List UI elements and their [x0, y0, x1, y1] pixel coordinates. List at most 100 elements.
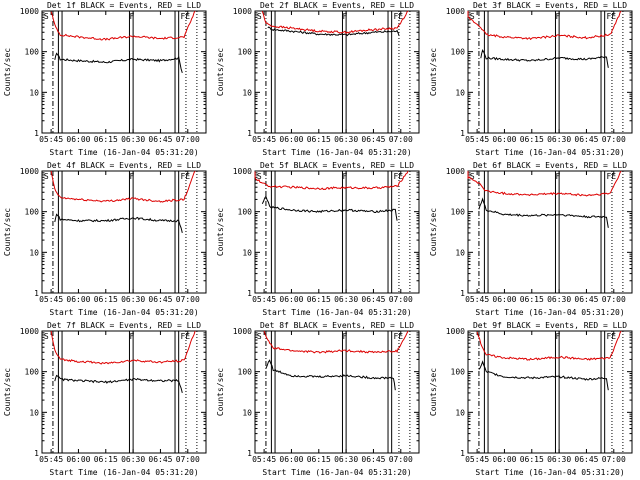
y-tick-label: 1	[34, 129, 39, 138]
chart-title: Det 7f BLACK = Events, RED = LLD	[47, 321, 201, 330]
x-tick-label: 06:00	[492, 295, 516, 304]
y-tick-label: 100	[451, 368, 466, 377]
chart-panel-1: Det 1f BLACK = Events, RED = LLD Counts/s…	[3, 1, 207, 157]
x-tick-label: 06:30	[334, 295, 358, 304]
y-tick-label: 1000	[20, 167, 39, 176]
x-tick-label: 07:00	[176, 295, 200, 304]
x-axis-label: Start Time (16-Jan-04 05:31:20)	[49, 148, 198, 157]
series-line-events	[265, 359, 396, 391]
y-axis-label: Counts/sec	[429, 208, 438, 256]
y-axis-label: Counts/sec	[3, 48, 12, 96]
y-tick-label: 1	[460, 129, 465, 138]
y-tick-label: 1	[247, 449, 252, 458]
y-axis-label: Counts/sec	[3, 208, 12, 256]
x-tick-label: 06:15	[94, 455, 118, 464]
y-tick-label: 10	[455, 248, 465, 257]
x-tick-label: 06:15	[94, 135, 118, 144]
y-tick-label: 10	[242, 88, 252, 97]
x-tick-label: 06:15	[307, 295, 331, 304]
x-tick-label: 06:00	[492, 455, 516, 464]
series-line-lld	[261, 10, 409, 35]
flag-label: F	[129, 12, 134, 21]
x-axis-label: Start Time (16-Jan-04 05:31:20)	[262, 468, 411, 477]
x-tick-label: 06:45	[148, 135, 172, 144]
y-tick-label: 1000	[233, 327, 252, 336]
series-line-lld	[254, 170, 409, 191]
x-tick-label: 06:30	[547, 455, 571, 464]
x-tick-label: 06:15	[520, 455, 544, 464]
y-axis-label: Counts/sec	[216, 208, 225, 256]
x-tick-label: 06:45	[361, 455, 385, 464]
x-tick-label: 06:45	[148, 295, 172, 304]
y-tick-label: 100	[238, 48, 253, 57]
x-tick-label: 06:30	[547, 135, 571, 144]
flag-label: FE	[180, 12, 190, 21]
x-tick-label: 07:00	[389, 455, 413, 464]
flag-label: S	[257, 172, 262, 181]
x-tick-label: 06:45	[574, 455, 598, 464]
y-tick-label: 10	[455, 88, 465, 97]
chart-panel-3: Det 3f BLACK = Events, RED = LLD Counts/s…	[429, 1, 633, 157]
y-tick-label: 10	[29, 408, 39, 417]
y-axis-label: Counts/sec	[429, 48, 438, 96]
flag-label: S	[257, 332, 262, 341]
x-tick-label: 07:00	[389, 295, 413, 304]
x-tick-label: 05:45	[252, 455, 276, 464]
x-tick-label: 07:00	[602, 295, 626, 304]
series-line-events	[480, 48, 609, 68]
x-tick-label: 06:30	[121, 135, 145, 144]
x-axis-label: Start Time (16-Jan-04 05:31:20)	[262, 308, 411, 317]
chart-panel-9: Det 9f BLACK = Events, RED = LLD Counts/s…	[429, 321, 633, 477]
y-tick-label: 1	[460, 449, 465, 458]
series-line-events	[478, 197, 609, 228]
y-tick-label: 100	[25, 368, 40, 377]
series-line-lld	[263, 330, 409, 354]
y-tick-label: 1000	[20, 327, 39, 336]
y-tick-label: 1	[34, 289, 39, 298]
flag-label: FE	[606, 12, 616, 21]
x-tick-label: 06:30	[334, 455, 358, 464]
x-tick-label: 06:30	[121, 455, 145, 464]
chart-title: Det 5f BLACK = Events, RED = LLD	[260, 161, 414, 170]
series-line-lld	[50, 10, 196, 41]
plot-frame	[254, 10, 420, 134]
y-tick-label: 100	[451, 208, 466, 217]
x-tick-label: 05:45	[465, 455, 489, 464]
y-axis-label: Counts/sec	[3, 368, 12, 416]
x-tick-label: 05:45	[465, 135, 489, 144]
flag-label: FE	[393, 332, 403, 341]
x-tick-label: 06:45	[361, 135, 385, 144]
x-tick-label: 06:30	[334, 135, 358, 144]
flag-label: S	[470, 172, 475, 181]
x-tick-label: 06:15	[520, 295, 544, 304]
x-tick-label: 06:15	[94, 295, 118, 304]
y-tick-label: 1000	[20, 7, 39, 16]
x-tick-label: 07:00	[602, 135, 626, 144]
y-tick-label: 10	[242, 248, 252, 257]
flag-label: S	[44, 12, 49, 21]
flag-label: FE	[606, 332, 616, 341]
flag-label: FE	[393, 172, 403, 181]
series-line-events	[261, 195, 398, 221]
chart-title: Det 4f BLACK = Events, RED = LLD	[47, 161, 201, 170]
x-tick-label: 05:45	[252, 295, 276, 304]
x-tick-label: 05:45	[39, 135, 63, 144]
chart-title: Det 1f BLACK = Events, RED = LLD	[47, 1, 201, 10]
x-tick-label: 06:45	[148, 455, 172, 464]
flag-label: F	[555, 332, 560, 341]
y-tick-label: 100	[25, 48, 40, 57]
chart-panel-6: Det 6f BLACK = Events, RED = LLD Counts/s…	[429, 161, 633, 317]
y-tick-label: 1000	[446, 167, 465, 176]
series-line-events	[54, 374, 183, 394]
chart-panel-2: Det 2f BLACK = Events, RED = LLD Counts/s…	[216, 1, 420, 157]
chart-panel-8: Det 8f BLACK = Events, RED = LLD Counts/s…	[216, 321, 420, 477]
flag-label: F	[555, 12, 560, 21]
flag-label: F	[129, 332, 134, 341]
plot-frame	[41, 170, 207, 294]
y-tick-label: 1000	[233, 167, 252, 176]
flag-label: F	[342, 332, 347, 341]
chart-title: Det 3f BLACK = Events, RED = LLD	[473, 1, 627, 10]
x-tick-label: 07:00	[176, 135, 200, 144]
x-tick-label: 06:00	[279, 135, 303, 144]
y-tick-label: 10	[29, 88, 39, 97]
